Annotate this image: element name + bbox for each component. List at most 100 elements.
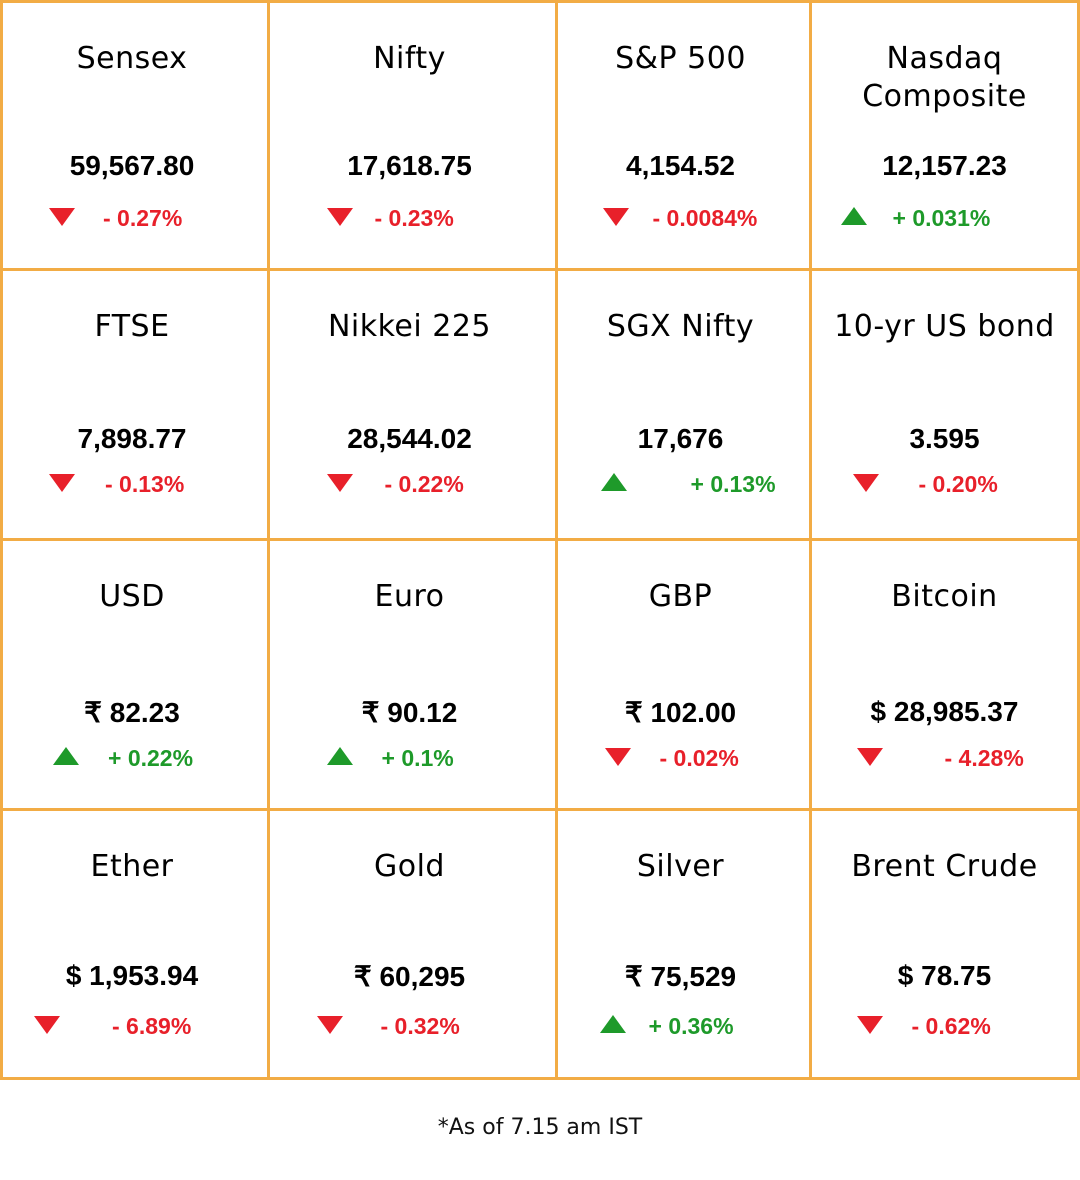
change-percent: + 0.13% [690, 471, 776, 497]
market-name: Ether [90, 849, 174, 884]
market-name: FTSE [94, 309, 170, 344]
down-arrow-icon [49, 208, 75, 226]
market-name: GBP [648, 579, 713, 614]
down-arrow-icon [856, 748, 883, 766]
market-name: Nifty [373, 41, 446, 76]
market-change: - 0.20% [809, 471, 1080, 497]
market-cell: Nifty 17,618.75 - 0.23% [267, 0, 552, 265]
market-cell: GBP ₹ 102.00 - 0.02% [555, 538, 806, 805]
change-percent: - 0.13% [105, 471, 185, 497]
market-price: 4,154.52 [626, 150, 735, 181]
market-cell: Nasdaq Composite 12,157.23 + 0.031% [809, 0, 1080, 265]
change-percent: - 0.02% [659, 745, 739, 771]
change-percent: - 4.28% [944, 745, 1024, 771]
market-change: - 0.32% [267, 1013, 552, 1039]
market-change: - 0.02% [555, 745, 806, 771]
change-percent: - 0.62% [911, 1013, 991, 1039]
market-cell: Brent Crude $ 78.75 - 0.62% [809, 808, 1080, 1080]
market-change: + 0.22% [0, 745, 264, 771]
market-change: - 4.28% [809, 745, 1080, 771]
market-change: + 0.36% [555, 1013, 806, 1039]
down-arrow-icon [326, 208, 353, 226]
down-arrow-icon [34, 1016, 60, 1034]
change-percent: - 0.32% [380, 1013, 460, 1039]
change-percent: + 0.031% [892, 205, 991, 231]
market-change: - 0.13% [0, 471, 264, 497]
market-grid [0, 0, 1080, 1080]
grid-divider [3, 538, 1077, 541]
market-change: + 0.1% [267, 745, 552, 771]
change-percent: - 0.27% [103, 205, 183, 231]
market-price: 59,567.80 [69, 150, 195, 181]
market-cell: SGX Nifty 17,676 + 0.13% [555, 268, 806, 535]
change-percent: + 0.22% [108, 745, 194, 771]
market-change: - 0.23% [267, 205, 552, 231]
market-price: $ 1,953.94 [65, 960, 199, 991]
down-arrow-icon [49, 474, 75, 492]
market-price: 7,898.77 [77, 423, 187, 454]
market-cell: 10-yr US bond 3.595 - 0.20% [809, 268, 1080, 535]
market-cell: Sensex 59,567.80 - 0.27% [0, 0, 264, 265]
market-cell: Nikkei 225 28,544.02 - 0.22% [267, 268, 552, 535]
down-arrow-icon [604, 748, 631, 766]
up-arrow-icon [326, 747, 353, 765]
change-percent: - 0.22% [384, 471, 464, 497]
up-arrow-icon [599, 1015, 626, 1033]
market-cell: Bitcoin $ 28,985.37 - 4.28% [809, 538, 1080, 805]
up-arrow-icon [840, 207, 867, 225]
market-price: 3.595 [909, 423, 980, 454]
market-price: 12,157.23 [882, 150, 1007, 181]
market-name: Sensex [76, 41, 188, 76]
market-cell: Gold ₹ 60,295 - 0.32% [267, 808, 552, 1080]
market-name: Nasdaq Composite [862, 41, 1027, 114]
market-price: ₹ 102.00 [624, 697, 737, 728]
change-percent: - 0.20% [918, 471, 998, 497]
market-price: 17,676 [637, 423, 724, 454]
change-percent: - 6.89% [112, 1013, 192, 1039]
market-cell: Euro ₹ 90.12 + 0.1% [267, 538, 552, 805]
market-price: 28,544.02 [347, 423, 472, 454]
as-of-note: *As of 7.15 am IST [437, 1115, 643, 1140]
change-percent: + 0.1% [381, 745, 454, 771]
market-name: Silver [636, 849, 725, 884]
market-name: Euro [374, 579, 445, 614]
market-name: Bitcoin [891, 579, 998, 614]
down-arrow-icon [316, 1016, 343, 1034]
market-name: S&P 500 [615, 41, 746, 76]
change-percent: + 0.36% [648, 1013, 734, 1039]
market-price: ₹ 90.12 [361, 697, 458, 728]
market-price: ₹ 75,529 [624, 961, 737, 992]
grid-divider [3, 808, 1077, 811]
market-change: - 0.22% [267, 471, 552, 497]
change-percent: - 0.0084% [652, 205, 758, 231]
market-name: 10-yr US bond [834, 309, 1055, 344]
market-name: Gold [374, 849, 445, 884]
market-change: + 0.031% [809, 205, 1080, 231]
market-change: - 0.62% [809, 1013, 1080, 1039]
market-change: - 6.89% [0, 1013, 264, 1039]
market-cell: USD ₹ 82.23 + 0.22% [0, 538, 264, 805]
grid-divider [3, 268, 1077, 271]
market-price: 17,618.75 [347, 150, 472, 181]
market-price: $ 78.75 [897, 960, 992, 991]
market-cell: FTSE 7,898.77 - 0.13% [0, 268, 264, 535]
market-change: + 0.13% [555, 471, 806, 497]
down-arrow-icon [856, 1016, 883, 1034]
down-arrow-icon [602, 208, 629, 226]
market-cell: Ether $ 1,953.94 - 6.89% [0, 808, 264, 1080]
market-name: SGX Nifty [606, 309, 755, 344]
market-price: ₹ 82.23 [84, 697, 180, 728]
up-arrow-icon [53, 747, 79, 765]
market-name: Nikkei 225 [327, 309, 492, 344]
down-arrow-icon [852, 474, 879, 492]
market-cell: S&P 500 4,154.52 - 0.0084% [555, 0, 806, 265]
market-cell: Silver ₹ 75,529 + 0.36% [555, 808, 806, 1080]
change-percent: - 0.23% [374, 205, 454, 231]
market-name: Brent Crude [851, 849, 1038, 884]
down-arrow-icon [326, 474, 353, 492]
market-price: ₹ 60,295 [353, 961, 466, 992]
market-change: - 0.27% [0, 205, 264, 231]
market-change: - 0.0084% [555, 205, 806, 231]
up-arrow-icon [600, 473, 627, 491]
market-name: USD [99, 579, 165, 614]
